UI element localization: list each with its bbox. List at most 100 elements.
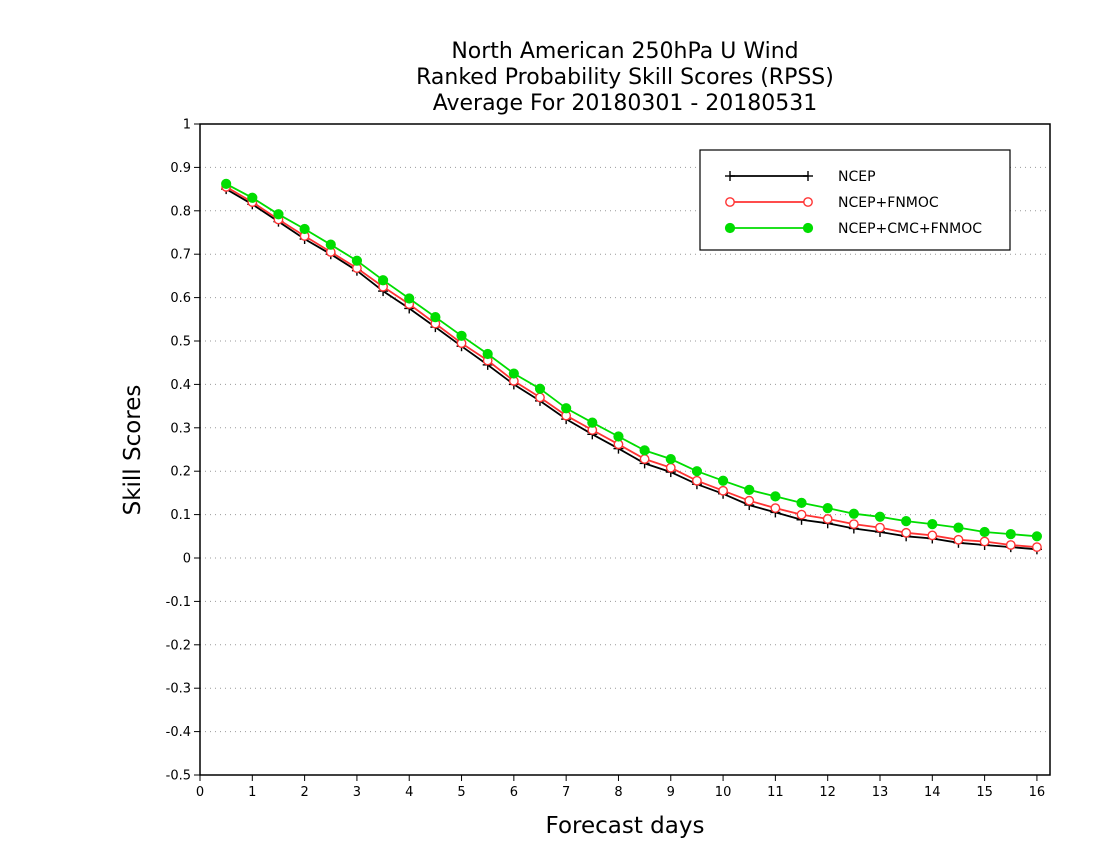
y-tick-label: 0.9 bbox=[170, 161, 191, 176]
legend-item: NCEP+FNMOC bbox=[725, 195, 939, 211]
data-point bbox=[796, 497, 807, 508]
data-point bbox=[927, 519, 938, 530]
data-point bbox=[1031, 531, 1043, 542]
legend-marker bbox=[725, 171, 735, 181]
legend-label: NCEP bbox=[838, 169, 876, 185]
x-tick-label: 5 bbox=[457, 785, 465, 800]
legend-item: NCEP+CMC+FNMOC bbox=[724, 221, 982, 237]
data-point bbox=[979, 536, 990, 547]
x-tick-label: 16 bbox=[1029, 785, 1046, 800]
data-point bbox=[717, 475, 729, 486]
data-point bbox=[901, 527, 912, 538]
data-point bbox=[1032, 542, 1042, 553]
data-point bbox=[848, 508, 859, 519]
legend-marker bbox=[803, 197, 813, 207]
data-point bbox=[1005, 529, 1016, 540]
x-tick-label: 6 bbox=[510, 785, 518, 800]
y-tick-label: 0.5 bbox=[170, 335, 191, 350]
y-axis-title: Skill Scores bbox=[120, 385, 146, 516]
data-point bbox=[875, 522, 885, 533]
x-tick-label: 9 bbox=[667, 785, 675, 800]
x-tick-label: 0 bbox=[196, 785, 204, 800]
data-point bbox=[1005, 540, 1016, 550]
x-tick-label: 7 bbox=[562, 785, 570, 800]
data-point bbox=[874, 511, 886, 522]
x-tick-label: 3 bbox=[353, 785, 361, 800]
series-2 bbox=[221, 178, 1043, 542]
series-layer bbox=[221, 178, 1043, 555]
legend-box bbox=[699, 149, 1011, 251]
data-point bbox=[770, 503, 781, 513]
x-tick-label: 4 bbox=[405, 785, 413, 800]
data-point bbox=[796, 509, 807, 520]
x-tick-label: 2 bbox=[300, 785, 308, 800]
y-tick-label: 0.8 bbox=[170, 204, 191, 219]
y-tick-label: 0.4 bbox=[170, 378, 191, 393]
data-point bbox=[822, 514, 833, 524]
x-axis-title: Forecast days bbox=[546, 813, 705, 839]
data-point bbox=[273, 209, 284, 220]
chart-title-line: North American 250hPa U Wind bbox=[451, 39, 798, 64]
data-point bbox=[822, 502, 833, 514]
plot-frame bbox=[199, 123, 1051, 776]
data-point bbox=[377, 275, 389, 286]
y-axis: 1 0.9 0.8 0.7 0.6 0.5 0.4 0.3 0.2 0.1 0 -0.1 -0.2 -0.… bbox=[166, 118, 200, 784]
y-tick-label: 0.3 bbox=[170, 421, 191, 436]
x-tick-label: 10 bbox=[715, 785, 732, 800]
chart-title-line: Average For 20180301 - 20180531 bbox=[433, 91, 818, 116]
data-point bbox=[639, 445, 650, 456]
x-tick-label: 12 bbox=[819, 785, 836, 800]
data-point bbox=[744, 484, 755, 495]
y-tick-label: -0.5 bbox=[166, 769, 191, 784]
legend-marker bbox=[802, 222, 814, 234]
data-point bbox=[613, 431, 624, 442]
data-point bbox=[901, 516, 912, 527]
y-tick-label: -0.3 bbox=[166, 682, 191, 697]
data-point bbox=[639, 454, 650, 464]
data-point bbox=[587, 417, 598, 428]
data-point bbox=[979, 526, 990, 538]
data-point bbox=[535, 392, 545, 403]
data-point bbox=[534, 383, 546, 394]
series-1 bbox=[221, 182, 1042, 553]
data-point bbox=[927, 530, 938, 541]
data-point bbox=[691, 466, 703, 477]
x-tick-label: 11 bbox=[767, 785, 784, 800]
data-point bbox=[744, 495, 755, 506]
data-point bbox=[325, 239, 336, 250]
y-tick-label: 1 bbox=[183, 118, 191, 133]
data-point bbox=[508, 368, 519, 379]
data-point bbox=[953, 522, 964, 533]
data-point bbox=[665, 462, 676, 473]
x-tick-label: 14 bbox=[924, 785, 941, 800]
legend-marker bbox=[724, 222, 736, 234]
data-point bbox=[221, 178, 232, 189]
legend-label: NCEP+FNMOC bbox=[838, 195, 939, 211]
y-tick-label: -0.1 bbox=[166, 595, 191, 610]
legend-marker bbox=[803, 171, 813, 181]
data-point bbox=[247, 192, 258, 203]
y-tick-label: 0 bbox=[183, 552, 191, 567]
data-point bbox=[456, 330, 467, 341]
x-axis: 0 1 2 3 4 5 6 7 8 9 10 11 12 13 14 15 16 bbox=[196, 775, 1045, 800]
data-point bbox=[299, 223, 310, 235]
y-tick-label: 0.1 bbox=[170, 508, 191, 523]
data-point bbox=[692, 475, 702, 486]
data-point bbox=[430, 312, 441, 323]
data-point bbox=[770, 491, 781, 502]
y-tick-label: 0.6 bbox=[170, 291, 191, 306]
y-tick-label: 0.2 bbox=[170, 465, 191, 480]
data-point bbox=[953, 534, 964, 545]
chart-title-line: Ranked Probability Skill Scores (RPSS) bbox=[416, 65, 834, 90]
data-point bbox=[665, 453, 676, 465]
data-point bbox=[351, 255, 363, 266]
data-point bbox=[561, 403, 572, 414]
data-point bbox=[718, 485, 728, 496]
series-line bbox=[225, 188, 1037, 551]
x-tick-label: 13 bbox=[872, 785, 889, 800]
grid-lines bbox=[200, 166, 1050, 733]
y-tick-label: -0.2 bbox=[166, 638, 191, 653]
data-point bbox=[482, 348, 493, 360]
